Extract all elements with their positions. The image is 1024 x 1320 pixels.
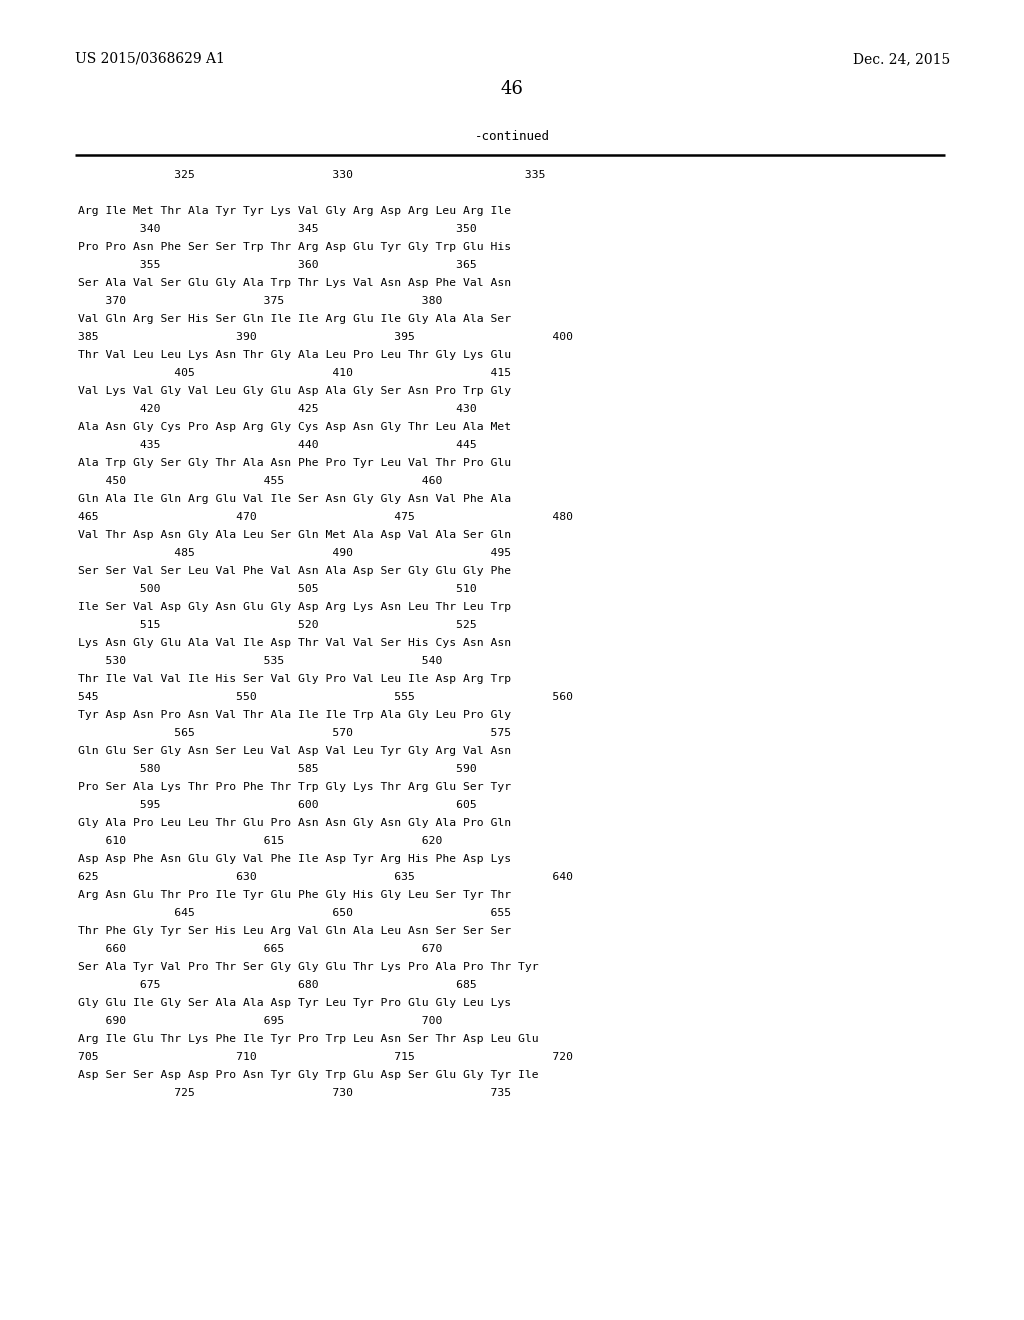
- Text: -continued: -continued: [474, 129, 550, 143]
- Text: Val Lys Val Gly Val Leu Gly Glu Asp Ala Gly Ser Asn Pro Trp Gly: Val Lys Val Gly Val Leu Gly Glu Asp Ala …: [78, 385, 511, 396]
- Text: 405                    410                    415: 405 410 415: [78, 368, 511, 378]
- Text: Ser Ser Val Ser Leu Val Phe Val Asn Ala Asp Ser Gly Glu Gly Phe: Ser Ser Val Ser Leu Val Phe Val Asn Ala …: [78, 566, 511, 576]
- Text: 725                    730                    735: 725 730 735: [78, 1088, 511, 1098]
- Text: 465                    470                    475                    480: 465 470 475 480: [78, 512, 573, 521]
- Text: Arg Ile Glu Thr Lys Phe Ile Tyr Pro Trp Leu Asn Ser Thr Asp Leu Glu: Arg Ile Glu Thr Lys Phe Ile Tyr Pro Trp …: [78, 1034, 539, 1044]
- Text: Ser Ala Tyr Val Pro Thr Ser Gly Gly Glu Thr Lys Pro Ala Pro Thr Tyr: Ser Ala Tyr Val Pro Thr Ser Gly Gly Glu …: [78, 962, 539, 972]
- Text: Thr Ile Val Val Ile His Ser Val Gly Pro Val Leu Ile Asp Arg Trp: Thr Ile Val Val Ile His Ser Val Gly Pro …: [78, 675, 511, 684]
- Text: 46: 46: [501, 81, 523, 98]
- Text: 645                    650                    655: 645 650 655: [78, 908, 511, 917]
- Text: Dec. 24, 2015: Dec. 24, 2015: [853, 51, 950, 66]
- Text: Val Thr Asp Asn Gly Ala Leu Ser Gln Met Ala Asp Val Ala Ser Gln: Val Thr Asp Asn Gly Ala Leu Ser Gln Met …: [78, 531, 511, 540]
- Text: Ala Trp Gly Ser Gly Thr Ala Asn Phe Pro Tyr Leu Val Thr Pro Glu: Ala Trp Gly Ser Gly Thr Ala Asn Phe Pro …: [78, 458, 511, 469]
- Text: Thr Phe Gly Tyr Ser His Leu Arg Val Gln Ala Leu Asn Ser Ser Ser: Thr Phe Gly Tyr Ser His Leu Arg Val Gln …: [78, 927, 511, 936]
- Text: 385                    390                    395                    400: 385 390 395 400: [78, 333, 573, 342]
- Text: 340                    345                    350: 340 345 350: [78, 224, 477, 234]
- Text: 530                    535                    540: 530 535 540: [78, 656, 442, 667]
- Text: Lys Asn Gly Glu Ala Val Ile Asp Thr Val Val Ser His Cys Asn Asn: Lys Asn Gly Glu Ala Val Ile Asp Thr Val …: [78, 638, 511, 648]
- Text: US 2015/0368629 A1: US 2015/0368629 A1: [75, 51, 225, 66]
- Text: 625                    630                    635                    640: 625 630 635 640: [78, 873, 573, 882]
- Text: 500                    505                    510: 500 505 510: [78, 583, 477, 594]
- Text: Arg Asn Glu Thr Pro Ile Tyr Glu Phe Gly His Gly Leu Ser Tyr Thr: Arg Asn Glu Thr Pro Ile Tyr Glu Phe Gly …: [78, 890, 511, 900]
- Text: 325                    330                         335: 325 330 335: [78, 170, 546, 180]
- Text: Asp Ser Ser Asp Asp Pro Asn Tyr Gly Trp Glu Asp Ser Glu Gly Tyr Ile: Asp Ser Ser Asp Asp Pro Asn Tyr Gly Trp …: [78, 1071, 539, 1080]
- Text: Gly Ala Pro Leu Leu Thr Glu Pro Asn Asn Gly Asn Gly Ala Pro Gln: Gly Ala Pro Leu Leu Thr Glu Pro Asn Asn …: [78, 818, 511, 828]
- Text: Gln Glu Ser Gly Asn Ser Leu Val Asp Val Leu Tyr Gly Arg Val Asn: Gln Glu Ser Gly Asn Ser Leu Val Asp Val …: [78, 746, 511, 756]
- Text: 565                    570                    575: 565 570 575: [78, 729, 511, 738]
- Text: 545                    550                    555                    560: 545 550 555 560: [78, 692, 573, 702]
- Text: 610                    615                    620: 610 615 620: [78, 836, 442, 846]
- Text: Pro Pro Asn Phe Ser Ser Trp Thr Arg Asp Glu Tyr Gly Trp Glu His: Pro Pro Asn Phe Ser Ser Trp Thr Arg Asp …: [78, 242, 511, 252]
- Text: 580                    585                    590: 580 585 590: [78, 764, 477, 774]
- Text: 485                    490                    495: 485 490 495: [78, 548, 511, 558]
- Text: Gly Glu Ile Gly Ser Ala Ala Asp Tyr Leu Tyr Pro Glu Gly Leu Lys: Gly Glu Ile Gly Ser Ala Ala Asp Tyr Leu …: [78, 998, 511, 1008]
- Text: 675                    680                    685: 675 680 685: [78, 979, 477, 990]
- Text: 660                    665                    670: 660 665 670: [78, 944, 442, 954]
- Text: Ile Ser Val Asp Gly Asn Glu Gly Asp Arg Lys Asn Leu Thr Leu Trp: Ile Ser Val Asp Gly Asn Glu Gly Asp Arg …: [78, 602, 511, 612]
- Text: Arg Ile Met Thr Ala Tyr Tyr Lys Val Gly Arg Asp Arg Leu Arg Ile: Arg Ile Met Thr Ala Tyr Tyr Lys Val Gly …: [78, 206, 511, 216]
- Text: 420                    425                    430: 420 425 430: [78, 404, 477, 414]
- Text: Ala Asn Gly Cys Pro Asp Arg Gly Cys Asp Asn Gly Thr Leu Ala Met: Ala Asn Gly Cys Pro Asp Arg Gly Cys Asp …: [78, 422, 511, 432]
- Text: 370                    375                    380: 370 375 380: [78, 296, 442, 306]
- Text: Thr Val Leu Leu Lys Asn Thr Gly Ala Leu Pro Leu Thr Gly Lys Glu: Thr Val Leu Leu Lys Asn Thr Gly Ala Leu …: [78, 350, 511, 360]
- Text: 450                    455                    460: 450 455 460: [78, 477, 442, 486]
- Text: Gln Ala Ile Gln Arg Glu Val Ile Ser Asn Gly Gly Asn Val Phe Ala: Gln Ala Ile Gln Arg Glu Val Ile Ser Asn …: [78, 494, 511, 504]
- Text: 515                    520                    525: 515 520 525: [78, 620, 477, 630]
- Text: 595                    600                    605: 595 600 605: [78, 800, 477, 810]
- Text: Val Gln Arg Ser His Ser Gln Ile Ile Arg Glu Ile Gly Ala Ala Ser: Val Gln Arg Ser His Ser Gln Ile Ile Arg …: [78, 314, 511, 323]
- Text: 355                    360                    365: 355 360 365: [78, 260, 477, 271]
- Text: 690                    695                    700: 690 695 700: [78, 1016, 442, 1026]
- Text: 705                    710                    715                    720: 705 710 715 720: [78, 1052, 573, 1063]
- Text: 435                    440                    445: 435 440 445: [78, 440, 477, 450]
- Text: Tyr Asp Asn Pro Asn Val Thr Ala Ile Ile Trp Ala Gly Leu Pro Gly: Tyr Asp Asn Pro Asn Val Thr Ala Ile Ile …: [78, 710, 511, 719]
- Text: Ser Ala Val Ser Glu Gly Ala Trp Thr Lys Val Asn Asp Phe Val Asn: Ser Ala Val Ser Glu Gly Ala Trp Thr Lys …: [78, 279, 511, 288]
- Text: Pro Ser Ala Lys Thr Pro Phe Thr Trp Gly Lys Thr Arg Glu Ser Tyr: Pro Ser Ala Lys Thr Pro Phe Thr Trp Gly …: [78, 781, 511, 792]
- Text: Asp Asp Phe Asn Glu Gly Val Phe Ile Asp Tyr Arg His Phe Asp Lys: Asp Asp Phe Asn Glu Gly Val Phe Ile Asp …: [78, 854, 511, 865]
